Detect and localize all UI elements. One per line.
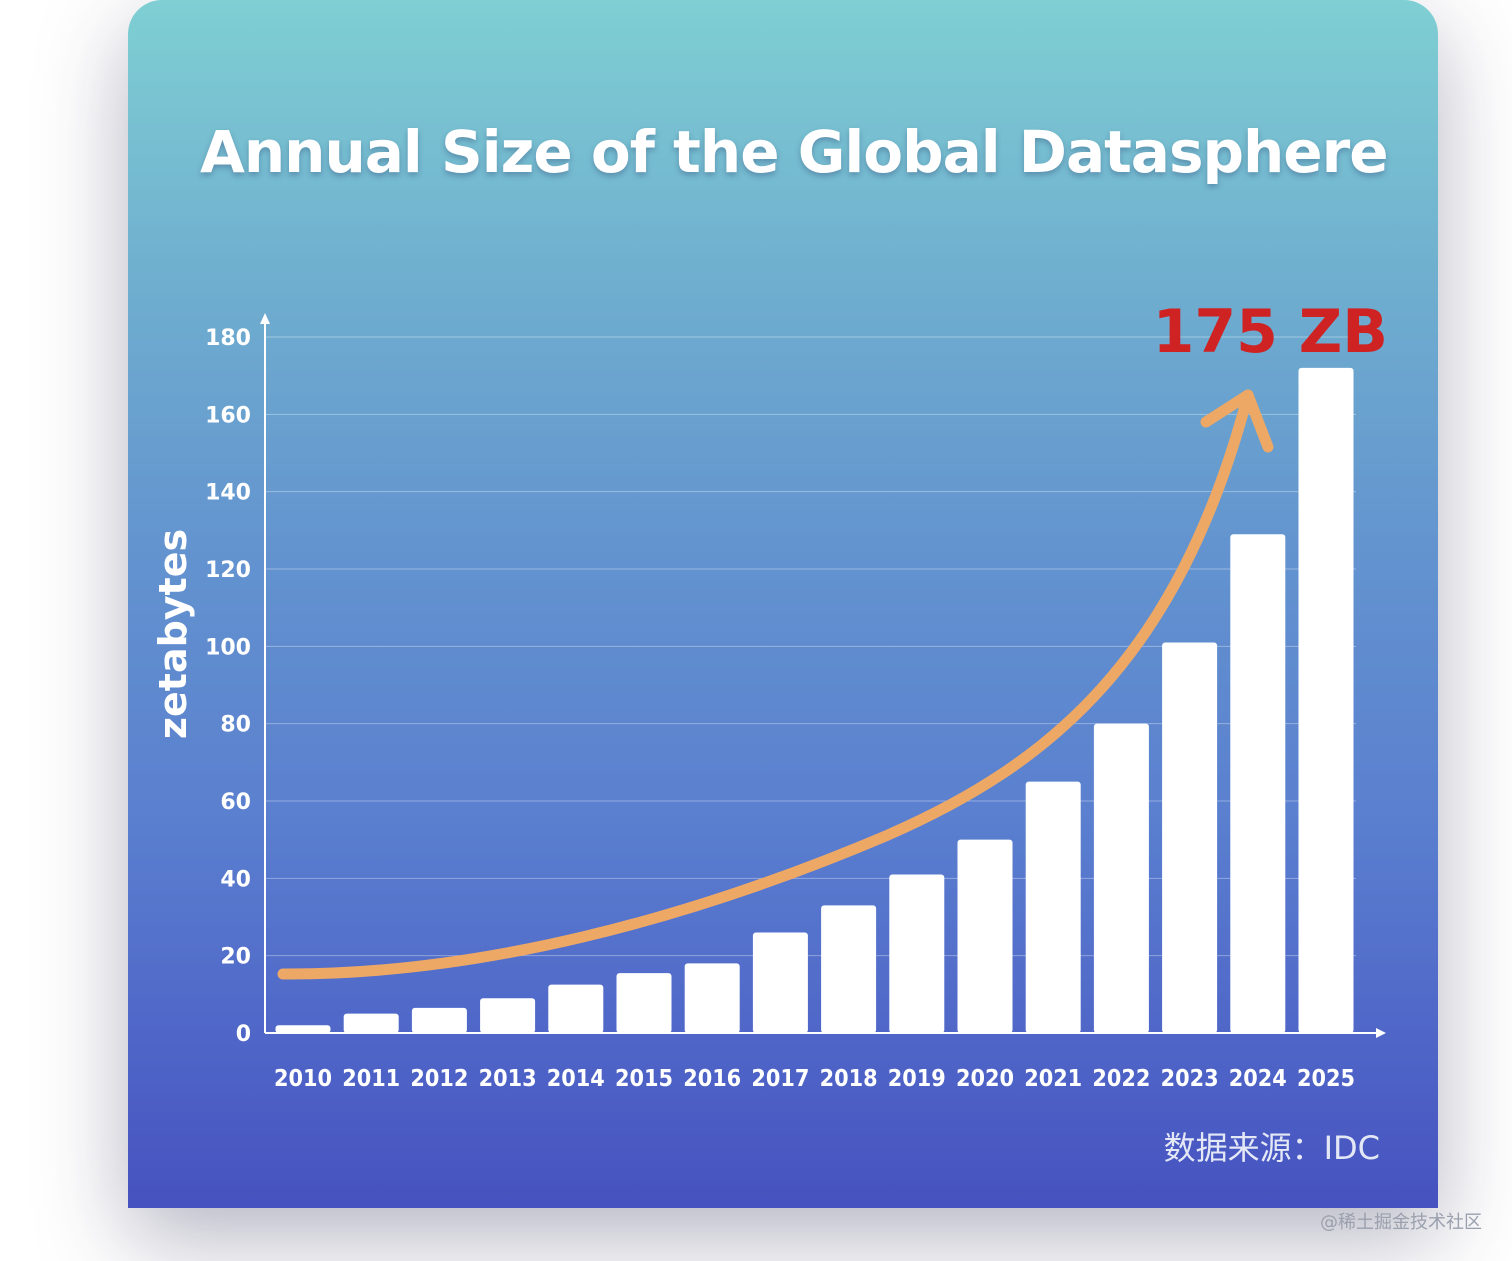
bar-2024 — [1230, 534, 1286, 1033]
y-tick-label: 180 — [205, 326, 251, 351]
bar-2011 — [343, 1013, 399, 1033]
bar-2022 — [1093, 723, 1149, 1033]
bar-2018 — [821, 905, 877, 1033]
y-tick-label: 40 — [220, 867, 251, 892]
x-tick-label: 2016 — [683, 1066, 741, 1092]
x-tick-label: 2017 — [751, 1066, 809, 1092]
bar-2012 — [411, 1007, 467, 1033]
y-tick-label: 120 — [205, 558, 251, 583]
x-tick-labels: 2010 2011 2012 2013 2014 2015 2016 2017 2018 2019… — [274, 1066, 1355, 1092]
x-tick-label: 2012 — [410, 1066, 468, 1092]
trend-arrow — [277, 389, 1274, 980]
bars — [275, 367, 1354, 1033]
x-tick-label: 2025 — [1297, 1066, 1355, 1092]
x-tick-label: 2024 — [1229, 1066, 1287, 1092]
x-tick-label: 2011 — [342, 1066, 400, 1092]
x-tick-label: 2015 — [615, 1066, 673, 1092]
x-tick-label: 2021 — [1024, 1066, 1082, 1092]
watermark: @稀土掘金技术社区 — [1320, 1212, 1482, 1233]
bar-2023 — [1162, 642, 1218, 1033]
bar-2013 — [480, 998, 536, 1033]
total-annotation: 175 ZB — [1153, 297, 1388, 367]
x-axis-arrowhead — [1376, 1028, 1386, 1038]
y-axis-arrowhead — [260, 313, 270, 324]
y-tick-label: 0 — [236, 1022, 251, 1047]
y-tick-label: 100 — [205, 635, 251, 660]
y-tick-label: 160 — [205, 403, 251, 428]
x-tick-label: 2020 — [956, 1066, 1014, 1092]
y-tick-labels: 0 20 40 60 80 100 120 140 160 180 — [205, 326, 251, 1047]
bar-2014 — [548, 984, 604, 1033]
trend-arrow-shaft — [277, 389, 1254, 980]
x-tick-label: 2023 — [1161, 1066, 1219, 1092]
bar-2020 — [957, 839, 1013, 1033]
bar-2016 — [684, 963, 740, 1033]
bar-2010 — [275, 1025, 331, 1033]
gridlines — [265, 336, 1356, 957]
y-tick-label: 60 — [220, 790, 251, 815]
chart-card: Annual Size of the Global Datasphere 0 20… — [128, 0, 1438, 1208]
y-tick-label: 20 — [220, 945, 251, 970]
x-tick-label: 2022 — [1092, 1066, 1150, 1092]
bar-2021 — [1025, 781, 1081, 1033]
axes — [260, 313, 1386, 1038]
x-tick-label: 2019 — [888, 1066, 946, 1092]
y-tick-label: 140 — [205, 481, 251, 506]
x-tick-label: 2014 — [547, 1066, 605, 1092]
source-note: 数据来源：IDC — [1163, 1129, 1380, 1167]
x-tick-label: 2018 — [820, 1066, 878, 1092]
bar-2025 — [1298, 367, 1354, 1033]
x-tick-label: 2013 — [479, 1066, 537, 1092]
y-axis-title: zetabytes — [151, 529, 195, 739]
x-tick-label: 2010 — [274, 1066, 332, 1092]
trend-arrow-head — [1200, 389, 1274, 453]
bar-2019 — [889, 874, 945, 1033]
chart-title: Annual Size of the Global Datasphere — [200, 118, 1389, 186]
bar-2017 — [752, 932, 808, 1033]
y-tick-label: 80 — [220, 713, 251, 738]
bar-2015 — [616, 973, 672, 1033]
